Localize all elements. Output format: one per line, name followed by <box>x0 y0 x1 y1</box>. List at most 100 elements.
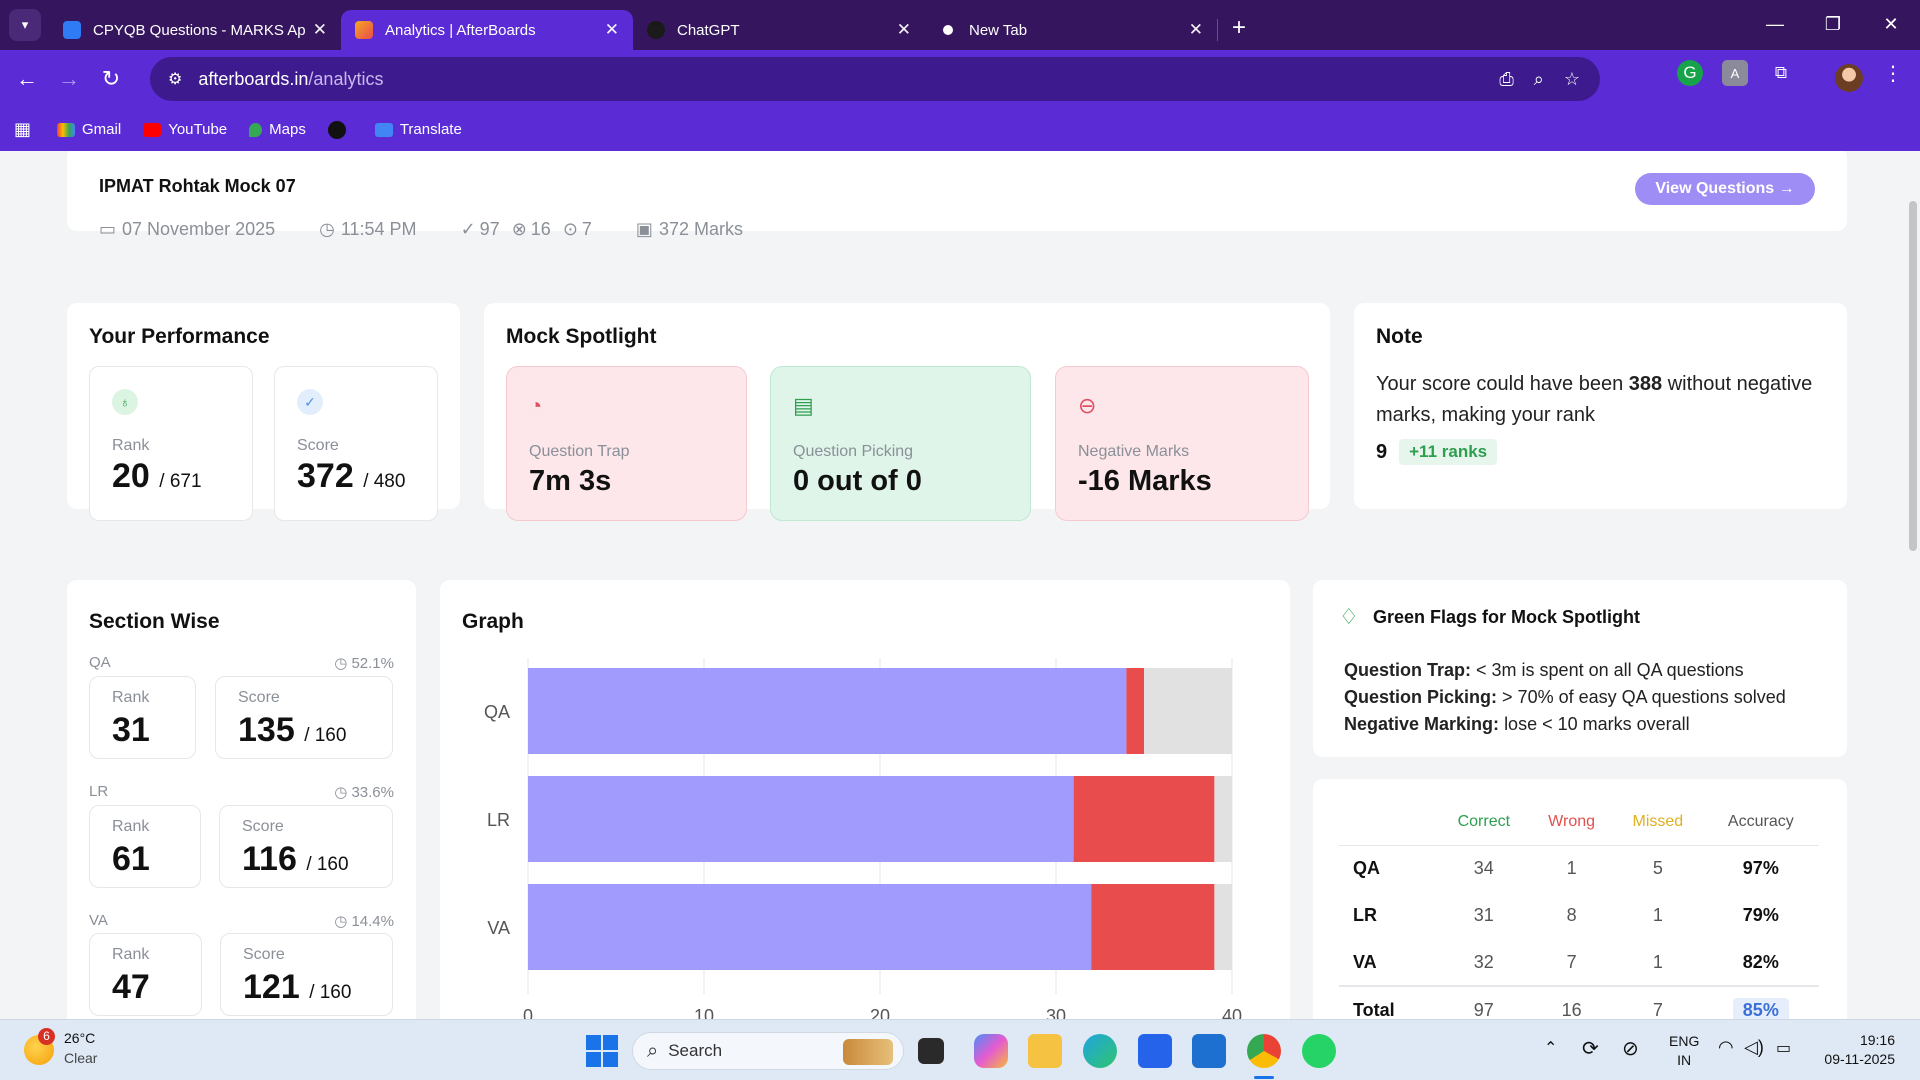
graph-card: Graph 0 10 20 30 40 QA LR VA <box>440 580 1290 1019</box>
browser-menu-icon[interactable]: ⋮ <box>1883 62 1903 85</box>
site-info-icon[interactable]: ⚙ <box>168 71 183 88</box>
grammarly-icon[interactable]: G <box>1677 60 1703 86</box>
lightbulb-icon: ♢ <box>1339 604 1359 629</box>
install-app-icon[interactable]: ⎙ <box>1499 68 1514 89</box>
bookmark-star-icon[interactable]: ☆ <box>1563 68 1580 89</box>
wrong-count: 16 <box>530 219 551 239</box>
header-missed: Missed <box>1613 799 1703 846</box>
minimize-icon[interactable]: — <box>1766 13 1784 34</box>
extensions-puzzle-icon[interactable]: ⧉ <box>1774 63 1788 82</box>
file-explorer-icon[interactable] <box>1028 1034 1062 1068</box>
search-highlight-icon <box>843 1039 893 1065</box>
section-time-lr: ◷ 33.6% <box>334 784 394 801</box>
cross-circle-icon: ⊗ <box>511 219 527 239</box>
bar-missed-va <box>1214 884 1232 970</box>
section-score-label: Score <box>242 818 284 835</box>
edge-icon[interactable] <box>1083 1034 1117 1068</box>
bar-correct-va <box>528 884 1092 970</box>
rank-label: Rank <box>112 437 150 454</box>
tab-2[interactable]: Analytics | AfterBoards ✕ <box>341 10 633 50</box>
section-score-box: Score 116 / 160 <box>219 805 393 888</box>
tab-title: New Tab <box>969 21 1028 39</box>
note-heading: Note <box>1376 325 1423 348</box>
weather-condition: Clear <box>64 1050 98 1066</box>
profile-avatar[interactable] <box>1835 64 1863 92</box>
close-tab-icon[interactable]: ✕ <box>604 20 619 39</box>
rank-card: ♁ Rank 20 / 671 <box>89 366 253 521</box>
forward-icon[interactable]: → <box>58 66 80 91</box>
close-tab-icon[interactable]: ✕ <box>1188 20 1203 39</box>
clock-icon: ◷ <box>319 219 335 239</box>
view-questions-button[interactable]: View Questions → <box>1635 173 1815 205</box>
performance-heading: Your Performance <box>89 325 270 348</box>
clock[interactable]: 19:16 09-11-2025 <box>1824 1032 1895 1067</box>
windows-start-icon[interactable] <box>586 1035 618 1067</box>
scrollbar-thumb[interactable] <box>1909 201 1917 551</box>
note-text: Your score could have been 388 without n… <box>1376 373 1813 426</box>
mock-date: 07 November 2025 <box>122 219 276 239</box>
tab-separator <box>1217 19 1218 41</box>
tab-4[interactable]: New Tab ✕ <box>925 10 1217 50</box>
tab-3[interactable]: ChatGPT ✕ <box>633 10 925 50</box>
performance-card: Your Performance ♁ Rank 20 / 671 ✓ Score… <box>67 303 460 521</box>
tab-search-button[interactable]: ▾ <box>9 9 41 41</box>
question-picking-value: 0 out of 0 <box>793 465 922 497</box>
reload-icon[interactable]: ↻ <box>101 66 121 91</box>
section-rank-label: Rank <box>112 818 150 835</box>
new-tab-icon[interactable]: + <box>1232 14 1247 41</box>
chrome-taskbar-icon[interactable] <box>1247 1034 1281 1068</box>
wifi-icon[interactable]: ◠ <box>1718 1037 1734 1057</box>
outlook-icon[interactable] <box>1192 1034 1226 1068</box>
negative-marks-card: ⊖ Negative Marks -16 Marks <box>1055 366 1309 521</box>
negative-marks-value: -16 Marks <box>1078 465 1212 497</box>
search-icon: ⌕ <box>647 1039 659 1062</box>
missed-count: 7 <box>581 219 592 239</box>
zoom-icon[interactable]: ⌕ <box>1533 68 1544 89</box>
bookmark-triangle[interactable] <box>327 120 353 139</box>
address-bar[interactable]: ⚙ afterboards.in/analytics ⎙ ⌕ ☆ <box>150 57 1600 101</box>
section-rank-value: 61 <box>112 840 150 878</box>
volume-icon[interactable]: ◁) <box>1744 1037 1764 1057</box>
close-tab-icon[interactable]: ✕ <box>896 20 911 39</box>
taskbar-search-box[interactable]: ⌕ Search <box>632 1032 904 1070</box>
bar-wrong-lr <box>1073 776 1215 862</box>
correct-count: 97 <box>479 219 500 239</box>
copilot-icon[interactable] <box>974 1034 1008 1068</box>
close-tab-icon[interactable]: ✕ <box>312 20 327 39</box>
section-time-va: ◷ 14.4% <box>334 913 394 930</box>
question-trap-card: ◔ Question Trap 7m 3s <box>506 366 747 521</box>
bookmark-translate[interactable]: Translate <box>374 121 462 138</box>
restore-icon[interactable]: ❐ <box>1824 13 1842 34</box>
extension-icon[interactable]: A <box>1722 60 1748 86</box>
task-view-icon[interactable] <box>918 1038 944 1064</box>
accuracy-table-card: Correct Wrong Missed Accuracy QA 34 1 5 97% … <box>1313 779 1847 1019</box>
window-controls: — ❐ ✕ <box>1746 0 1920 48</box>
y-category-label: LR <box>487 810 510 830</box>
show-hidden-icons[interactable]: ⌃ <box>1544 1040 1558 1057</box>
header-wrong: Wrong <box>1530 799 1614 846</box>
bookmark-maps[interactable]: Maps <box>249 121 306 138</box>
back-icon[interactable]: ← <box>16 66 38 91</box>
flag-item: Question Picking: > 70% of easy QA quest… <box>1344 687 1786 707</box>
bookmark-gmail[interactable]: Gmail <box>57 121 121 138</box>
browser-toolbar: ← → ↻ ⚙ afterboards.in/analytics ⎙ ⌕ ☆ G… <box>0 50 1920 108</box>
store-icon[interactable] <box>1138 1034 1172 1068</box>
no-location-icon[interactable]: ⊘ <box>1622 1038 1639 1060</box>
sync-icon[interactable]: ⟳ <box>1582 1038 1599 1060</box>
section-heading: Section Wise <box>89 610 220 633</box>
timer-icon: ◷ <box>334 655 352 672</box>
gmail-icon <box>57 122 76 137</box>
bookmark-youtube[interactable]: YouTube <box>143 121 227 138</box>
whatsapp-icon[interactable] <box>1302 1034 1336 1068</box>
tab-1[interactable]: CPYQB Questions - MARKS App ✕ <box>49 10 341 50</box>
language-indicator[interactable]: ENG IN <box>1669 1033 1700 1068</box>
close-window-icon[interactable]: ✕ <box>1883 13 1899 34</box>
page-scrollbar[interactable] <box>1906 151 1920 1019</box>
award-icon: ♁ <box>112 389 138 415</box>
question-picking-label: Question Picking <box>793 443 914 460</box>
section-score-value: 135 / 160 <box>238 711 347 749</box>
section-rank-value: 47 <box>112 968 150 1006</box>
apps-grid-icon[interactable]: ▦ <box>14 119 32 139</box>
battery-icon[interactable]: ▭ <box>1776 1040 1792 1057</box>
section-rank-label: Rank <box>112 946 150 963</box>
